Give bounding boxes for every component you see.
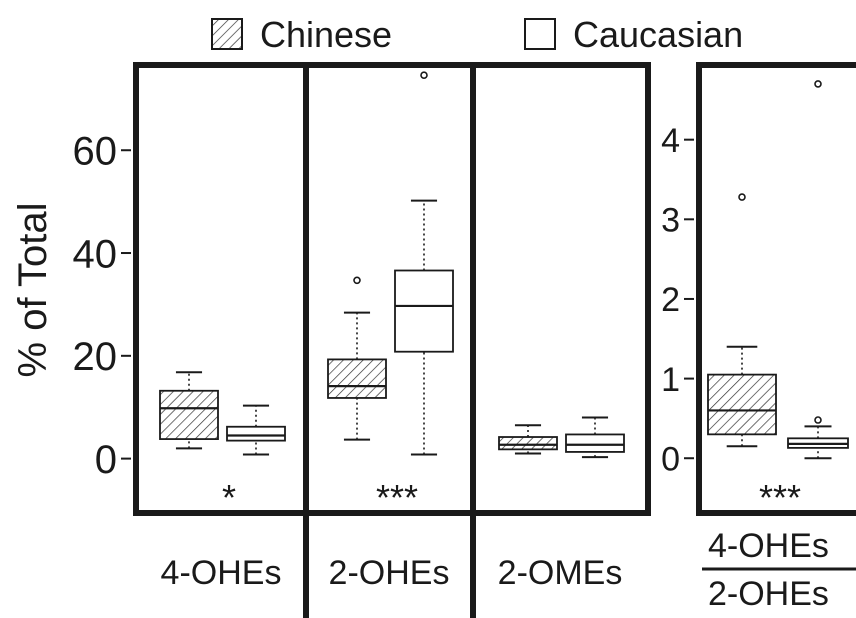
main-y-tick-label: 20 bbox=[73, 335, 118, 379]
iqr-box bbox=[327, 358, 387, 399]
legend-item-chinese: Chinese bbox=[211, 14, 392, 55]
box-chinese bbox=[327, 276, 387, 441]
outlier-point bbox=[814, 416, 822, 424]
box-caucasian bbox=[394, 71, 454, 456]
ratio-y-tick-label: 2 bbox=[661, 281, 680, 319]
main-y-tick-label: 60 bbox=[73, 130, 118, 174]
box-chinese bbox=[707, 193, 777, 448]
box-chinese bbox=[498, 424, 558, 455]
group-2-omes bbox=[498, 416, 625, 459]
box-caucasian bbox=[565, 416, 625, 459]
iqr-box bbox=[707, 373, 777, 436]
ratio-y-tick-label: 4 bbox=[661, 122, 680, 160]
significance-marker: * bbox=[222, 477, 236, 518]
main-group-labels: 4-OHEs 2-OHEs 2-OMEs bbox=[161, 554, 623, 592]
main-panel-frame bbox=[133, 62, 651, 516]
iqr-box bbox=[394, 269, 454, 353]
main-boxes: * *** bbox=[159, 71, 625, 518]
outlier-point bbox=[738, 193, 746, 201]
ratio-y-tick-label: 3 bbox=[661, 202, 680, 240]
legend-label-caucasian: Caucasian bbox=[573, 14, 743, 55]
iqr-box bbox=[226, 425, 286, 442]
legend: Chinese Caucasian bbox=[211, 14, 743, 55]
ratio-y-axis: 0 1 2 3 4 bbox=[661, 122, 694, 478]
main-y-tick-label: 40 bbox=[73, 232, 118, 276]
outlier-point bbox=[420, 71, 428, 79]
group-4-ohes: * bbox=[159, 371, 286, 518]
legend-label-chinese: Chinese bbox=[260, 14, 392, 55]
main-y-axis: 0 20 40 60 bbox=[73, 130, 131, 482]
ratio-significance-marker: *** bbox=[759, 477, 801, 518]
ratio-y-tick-label: 0 bbox=[661, 440, 680, 478]
box-caucasian bbox=[226, 404, 286, 456]
ratio-panel: 0 1 2 3 4 4-OHEs 2-OHEs *** bbox=[661, 62, 856, 613]
group-label: 2-OHEs bbox=[329, 554, 450, 592]
ratio-label-denominator: 2-OHEs bbox=[708, 575, 829, 613]
outlier-point bbox=[814, 80, 822, 88]
ratio-group bbox=[787, 80, 849, 460]
group-label: 2-OMEs bbox=[498, 554, 623, 592]
box-caucasian bbox=[787, 80, 849, 460]
box-chinese bbox=[159, 371, 219, 450]
legend-swatch-open bbox=[524, 18, 556, 50]
ratio-panel-frame bbox=[696, 62, 856, 516]
group-label: 4-OHEs bbox=[161, 554, 282, 592]
iqr-box bbox=[498, 436, 558, 451]
legend-item-caucasian: Caucasian bbox=[524, 14, 743, 55]
group-2-ohes: *** bbox=[327, 71, 454, 518]
main-y-tick-label: 0 bbox=[95, 438, 117, 482]
significance-marker: *** bbox=[376, 477, 418, 518]
ratio-group bbox=[707, 193, 777, 448]
ratio-boxes bbox=[707, 80, 849, 460]
ratio-y-tick-label: 1 bbox=[661, 361, 680, 399]
outlier-point bbox=[353, 276, 361, 285]
iqr-box bbox=[159, 389, 219, 440]
iqr-box bbox=[565, 433, 625, 453]
ratio-label-numerator: 4-OHEs bbox=[708, 527, 829, 565]
y-axis-title: % of Total bbox=[11, 203, 55, 378]
legend-swatch-hatched bbox=[211, 18, 243, 50]
